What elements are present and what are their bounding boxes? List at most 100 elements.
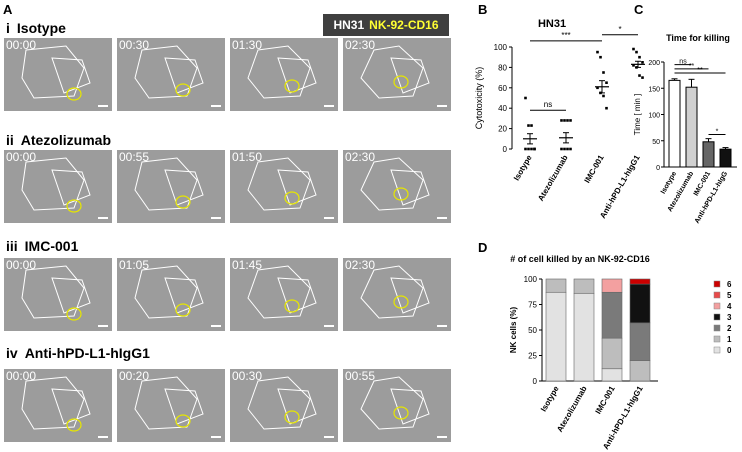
stack-segment-2 (629, 322, 651, 361)
data-point (566, 119, 569, 122)
stack-segment-4 (601, 278, 623, 293)
bar (702, 141, 715, 168)
sig-iso-imc-label: ** (689, 63, 695, 70)
y-tick-label: 200 (648, 60, 660, 67)
row-title-3: iv Anti-hPD-L1-hIgG1 (6, 345, 150, 361)
microscopy-frame: 00:00 (4, 369, 112, 442)
x-tick-label: IMC-001 (583, 153, 606, 185)
panel-a-letter: A (3, 2, 13, 17)
cell-outline (21, 376, 91, 432)
row-title-1: ii Atezolizumab (6, 132, 111, 148)
bar (685, 86, 698, 168)
cell-outline (360, 157, 430, 211)
row-title-2: iii IMC-001 (6, 238, 78, 254)
data-point (602, 71, 605, 74)
x-tick-label: Isotype (539, 384, 561, 413)
panel-d-letter: D (478, 240, 488, 255)
scale-bar (211, 325, 221, 327)
timestamp: 00:55 (119, 150, 150, 164)
microscopy-frame: 02:30 (343, 150, 451, 223)
data-point (524, 147, 527, 151)
y-tick-label: 40 (498, 104, 507, 113)
scale-bar (324, 436, 334, 438)
legend-swatch (713, 324, 721, 332)
data-point (638, 55, 641, 59)
data-point (569, 119, 572, 122)
data-point (527, 147, 530, 151)
scale-bar (211, 217, 221, 219)
panel-a-legend: HN31 NK-92-CD16 (323, 14, 449, 36)
stack-segment-1 (601, 337, 623, 370)
legend-label: 6 (727, 280, 732, 289)
data-point (602, 94, 605, 98)
sig-iso-imc-label: *** (561, 31, 570, 40)
data-point (530, 147, 533, 151)
legend-effector: NK-92-CD16 (369, 18, 439, 32)
row-numeral: ii (6, 132, 14, 148)
cell-outline (360, 265, 430, 319)
row-numeral: i (6, 20, 10, 36)
y-tick-label: 100 (524, 275, 538, 284)
scale-bar (437, 325, 447, 327)
cell-outline (247, 376, 317, 430)
legend-label: 0 (727, 346, 732, 355)
data-point (563, 119, 566, 122)
stack-segment-3 (629, 283, 651, 324)
x-tick-label: Atezolizumab (536, 153, 570, 202)
cell-outline (134, 157, 204, 211)
microscopy-frame: 01:05 (117, 258, 225, 331)
x-tick-label: Anti-hPD-L1-hIgG (694, 170, 730, 225)
bar (719, 148, 732, 168)
data-point (560, 119, 563, 122)
microscopy-frame: 01:30 (230, 38, 338, 111)
panel-b-letter: B (478, 2, 488, 17)
data-point (596, 86, 599, 90)
legend-swatch (713, 313, 721, 321)
data-point (596, 50, 599, 54)
legend-swatch (713, 335, 721, 343)
y-tick-label: 60 (498, 84, 507, 93)
timestamp: 00:30 (232, 369, 263, 383)
microscopy-frame: 01:45 (230, 258, 338, 331)
legend-label: 1 (727, 335, 732, 344)
data-point (605, 81, 608, 84)
cell-outline (21, 45, 91, 101)
scale-bar (324, 217, 334, 219)
y-tick-label: 0 (656, 165, 660, 172)
sig-iso-anti-label: ** (697, 67, 703, 74)
scale-bar (324, 105, 334, 107)
timestamp: 02:30 (345, 258, 376, 272)
row-condition: IMC-001 (24, 238, 79, 254)
stack-segment-6 (629, 278, 651, 285)
y-tick-label: 100 (494, 43, 508, 52)
stack-segment-1 (573, 278, 595, 294)
legend-cell-line: HN31 (333, 18, 365, 32)
sig-ns-label: ns (544, 100, 552, 109)
microscopy-frame: 00:30 (230, 369, 338, 442)
y-tick-label: 80 (498, 63, 507, 72)
y-tick-label: 100 (648, 113, 660, 120)
y-tick-label: 25 (528, 352, 537, 361)
chart-title: # of cell killed by an NK-92-CD16 (510, 254, 650, 264)
cell-outline (247, 265, 317, 319)
scale-bar (437, 217, 447, 219)
timestamp: 00:30 (119, 38, 150, 52)
scale-bar (437, 105, 447, 107)
data-point (563, 147, 566, 151)
cell-outline (134, 376, 204, 430)
y-tick-label: 0 (533, 377, 538, 386)
data-point (527, 124, 530, 127)
sig-imc-anti-label: * (716, 128, 719, 135)
row-condition: Isotype (16, 20, 66, 36)
row-numeral: iii (6, 238, 18, 254)
legend-swatch (713, 302, 721, 310)
sig-ns-label: ns (679, 59, 687, 66)
x-tick-label: Isotype (512, 153, 534, 182)
microscopy-frame: 00:30 (117, 38, 225, 111)
data-point (524, 96, 527, 100)
legend-label: 5 (727, 291, 732, 300)
data-point (533, 147, 536, 151)
stack-segment-0 (545, 291, 567, 382)
cell-outline (247, 157, 317, 211)
cell-outline (134, 45, 204, 99)
